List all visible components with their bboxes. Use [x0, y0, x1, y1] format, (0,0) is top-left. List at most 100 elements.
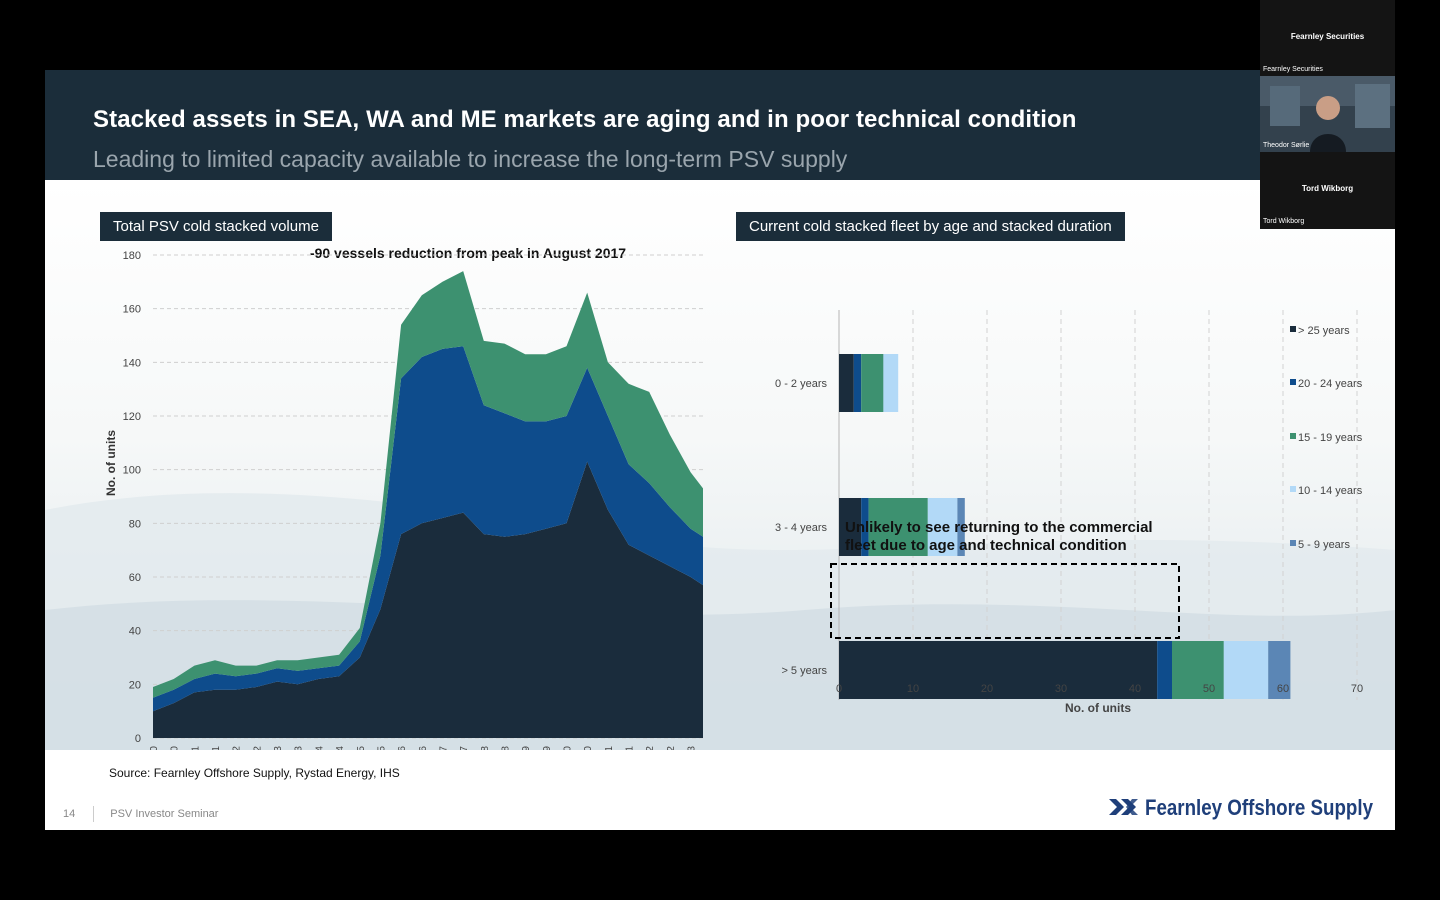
bar-segment — [927, 498, 958, 556]
bar-segment — [839, 354, 854, 412]
bar-segment — [861, 354, 884, 412]
bar-segment — [1268, 641, 1291, 699]
left-chart-title: Total PSV cold stacked volume — [100, 212, 332, 241]
legend-label: 10 - 14 years — [1298, 485, 1363, 497]
x-tick-label: Jul-10 — [170, 746, 181, 750]
area-series-southeast-asia — [153, 346, 703, 712]
bar-segment — [1223, 641, 1269, 699]
y-tick-label: 40 — [129, 626, 141, 638]
x-tick-label: 0 — [836, 683, 842, 695]
x-tick-label: Jul-19 — [542, 746, 553, 750]
bar-segment — [957, 498, 965, 556]
x-axis-label: No. of units — [1065, 701, 1131, 715]
bar-segment — [1172, 641, 1224, 699]
x-tick-label: Jan-17 — [438, 746, 449, 750]
bar-chart-legend: > 25 years 20 - 24 years 15 - 19 years 10 -… — [1290, 325, 1363, 551]
participant-label: Fearnley Securities — [1263, 66, 1323, 73]
cold-stacked-volume-chart: -90 vessels reduction from peak in Augus… — [104, 245, 703, 750]
x-tick-label: Jul-13 — [294, 746, 305, 750]
x-tick-label: Jan-23 — [687, 746, 698, 750]
participant-label: Theodor Sørlie — [1263, 142, 1310, 149]
participant-video-icon — [1260, 76, 1395, 152]
x-tick-label: Jan-16 — [397, 746, 408, 750]
area-chart-x-ticks: Jan-10 Jul-10 Jan-11 Jul-11 Jan-12 Jul-12 Jan-… — [149, 746, 698, 750]
bar-chart-category-labels: 0 - 2 years 3 - 4 years > 5 years — [775, 378, 827, 677]
participant-label: Tord Wikborg — [1263, 218, 1305, 225]
callout-text: Unlikely to see returning to the commerc… — [845, 519, 1157, 554]
y-tick-label: 160 — [123, 304, 141, 316]
x-tick-label: Jan-13 — [273, 746, 284, 750]
bar-segment — [839, 498, 862, 556]
x-tick-label: Jan-20 — [563, 746, 574, 750]
y-tick-label: 20 — [129, 679, 141, 691]
chart-annotation: -90 vessels reduction from peak in Augus… — [310, 245, 626, 261]
legend-swatch — [1290, 326, 1296, 332]
bar-chart-x-ticks: 0 10 20 30 40 50 60 70 — [836, 683, 1363, 695]
legend-label: 5 - 9 years — [1298, 539, 1350, 551]
y-tick-label: 100 — [123, 465, 141, 477]
video-tile-fearnley-securities[interactable]: Fearnley Securities Fearnley Securities — [1263, 32, 1365, 73]
legend-label: 20 - 24 years — [1298, 378, 1363, 390]
x-tick-label: Jan-12 — [232, 746, 243, 750]
bar-segment — [868, 498, 928, 556]
area-chart-series — [153, 271, 703, 738]
x-tick-label: Jul-12 — [252, 746, 263, 750]
x-tick-label: Jul-17 — [459, 746, 470, 750]
x-tick-label: Jul-20 — [583, 746, 594, 750]
logo-mark-icon — [1109, 799, 1138, 815]
y-tick-label: 0 — [135, 733, 141, 745]
bar-segment — [861, 498, 869, 556]
y-tick-label: 120 — [123, 411, 141, 423]
presentation-slide: Stacked assets in SEA, WA and ME markets… — [45, 70, 1395, 830]
video-tile-theodor-sorlie[interactable]: Theodor Sørlie — [1260, 76, 1395, 152]
page-number: 14 — [63, 807, 76, 820]
x-tick-label: Jan-14 — [314, 746, 325, 750]
source-note: Source: Fearnley Offshore Supply, Rystad… — [109, 766, 400, 780]
slide-subtitle: Leading to limited capacity available to… — [93, 146, 848, 172]
legend-swatch — [1290, 486, 1296, 492]
area-chart-y-ticks: 0 20 40 60 80 100 120 140 160 180 — [123, 250, 141, 745]
legend-label: 15 - 19 years — [1298, 432, 1363, 444]
x-tick-label: Jan-15 — [356, 746, 367, 750]
x-tick-label: Jan-19 — [521, 746, 532, 750]
company-logo: Fearnley Offshore Supply — [1109, 795, 1374, 820]
slide-footer: 14 PSV Investor Seminar — [63, 806, 218, 822]
x-tick-label: Jan-11 — [190, 746, 201, 750]
x-tick-label: Jan-18 — [480, 746, 491, 750]
right-chart-title: Current cold stacked fleet by age and st… — [736, 212, 1125, 241]
bar-segment — [853, 354, 862, 412]
video-tile-tord-wikborg[interactable]: Tord Wikborg Tord Wikborg — [1263, 184, 1354, 225]
bar-segment — [1157, 641, 1172, 699]
area-series-west-africa — [153, 461, 703, 738]
x-tick-label: Jul-15 — [376, 746, 387, 750]
x-tick-label: Jan-10 — [149, 746, 160, 750]
x-tick-label: Jan-22 — [645, 746, 656, 750]
x-tick-label: 40 — [1129, 683, 1141, 695]
category-label: > 5 years — [781, 665, 827, 677]
x-tick-label: 50 — [1203, 683, 1215, 695]
x-tick-label: 60 — [1277, 683, 1289, 695]
y-tick-label: 140 — [123, 357, 141, 369]
slide-header: Stacked assets in SEA, WA and ME markets… — [45, 70, 1395, 180]
x-tick-label: Jul-21 — [625, 746, 636, 750]
y-tick-label: 80 — [129, 518, 141, 530]
x-tick-label: 30 — [1055, 683, 1067, 695]
video-participants-panel: Fearnley Securities Fearnley Securities … — [1260, 0, 1395, 229]
bar-segment — [839, 641, 1158, 699]
y-tick-label: 60 — [129, 572, 141, 584]
x-tick-label: Jul-22 — [666, 746, 677, 750]
y-axis-label: No. of units — [104, 430, 118, 496]
category-label: 3 - 4 years — [775, 522, 827, 534]
x-tick-label: 70 — [1351, 683, 1363, 695]
x-tick-label: Jul-11 — [211, 746, 222, 750]
x-tick-label: Jul-16 — [418, 746, 429, 750]
slide-title: Stacked assets in SEA, WA and ME markets… — [93, 106, 1077, 133]
event-name: PSV Investor Seminar — [110, 807, 219, 820]
bar-segment — [883, 354, 899, 412]
category-label: 0 - 2 years — [775, 378, 827, 390]
callout-highlight-box — [830, 563, 1180, 639]
bar-chart-bars — [839, 354, 1291, 699]
legend-label: > 25 years — [1298, 325, 1350, 337]
area-series-middle-east — [153, 271, 703, 698]
x-tick-label: 10 — [907, 683, 919, 695]
